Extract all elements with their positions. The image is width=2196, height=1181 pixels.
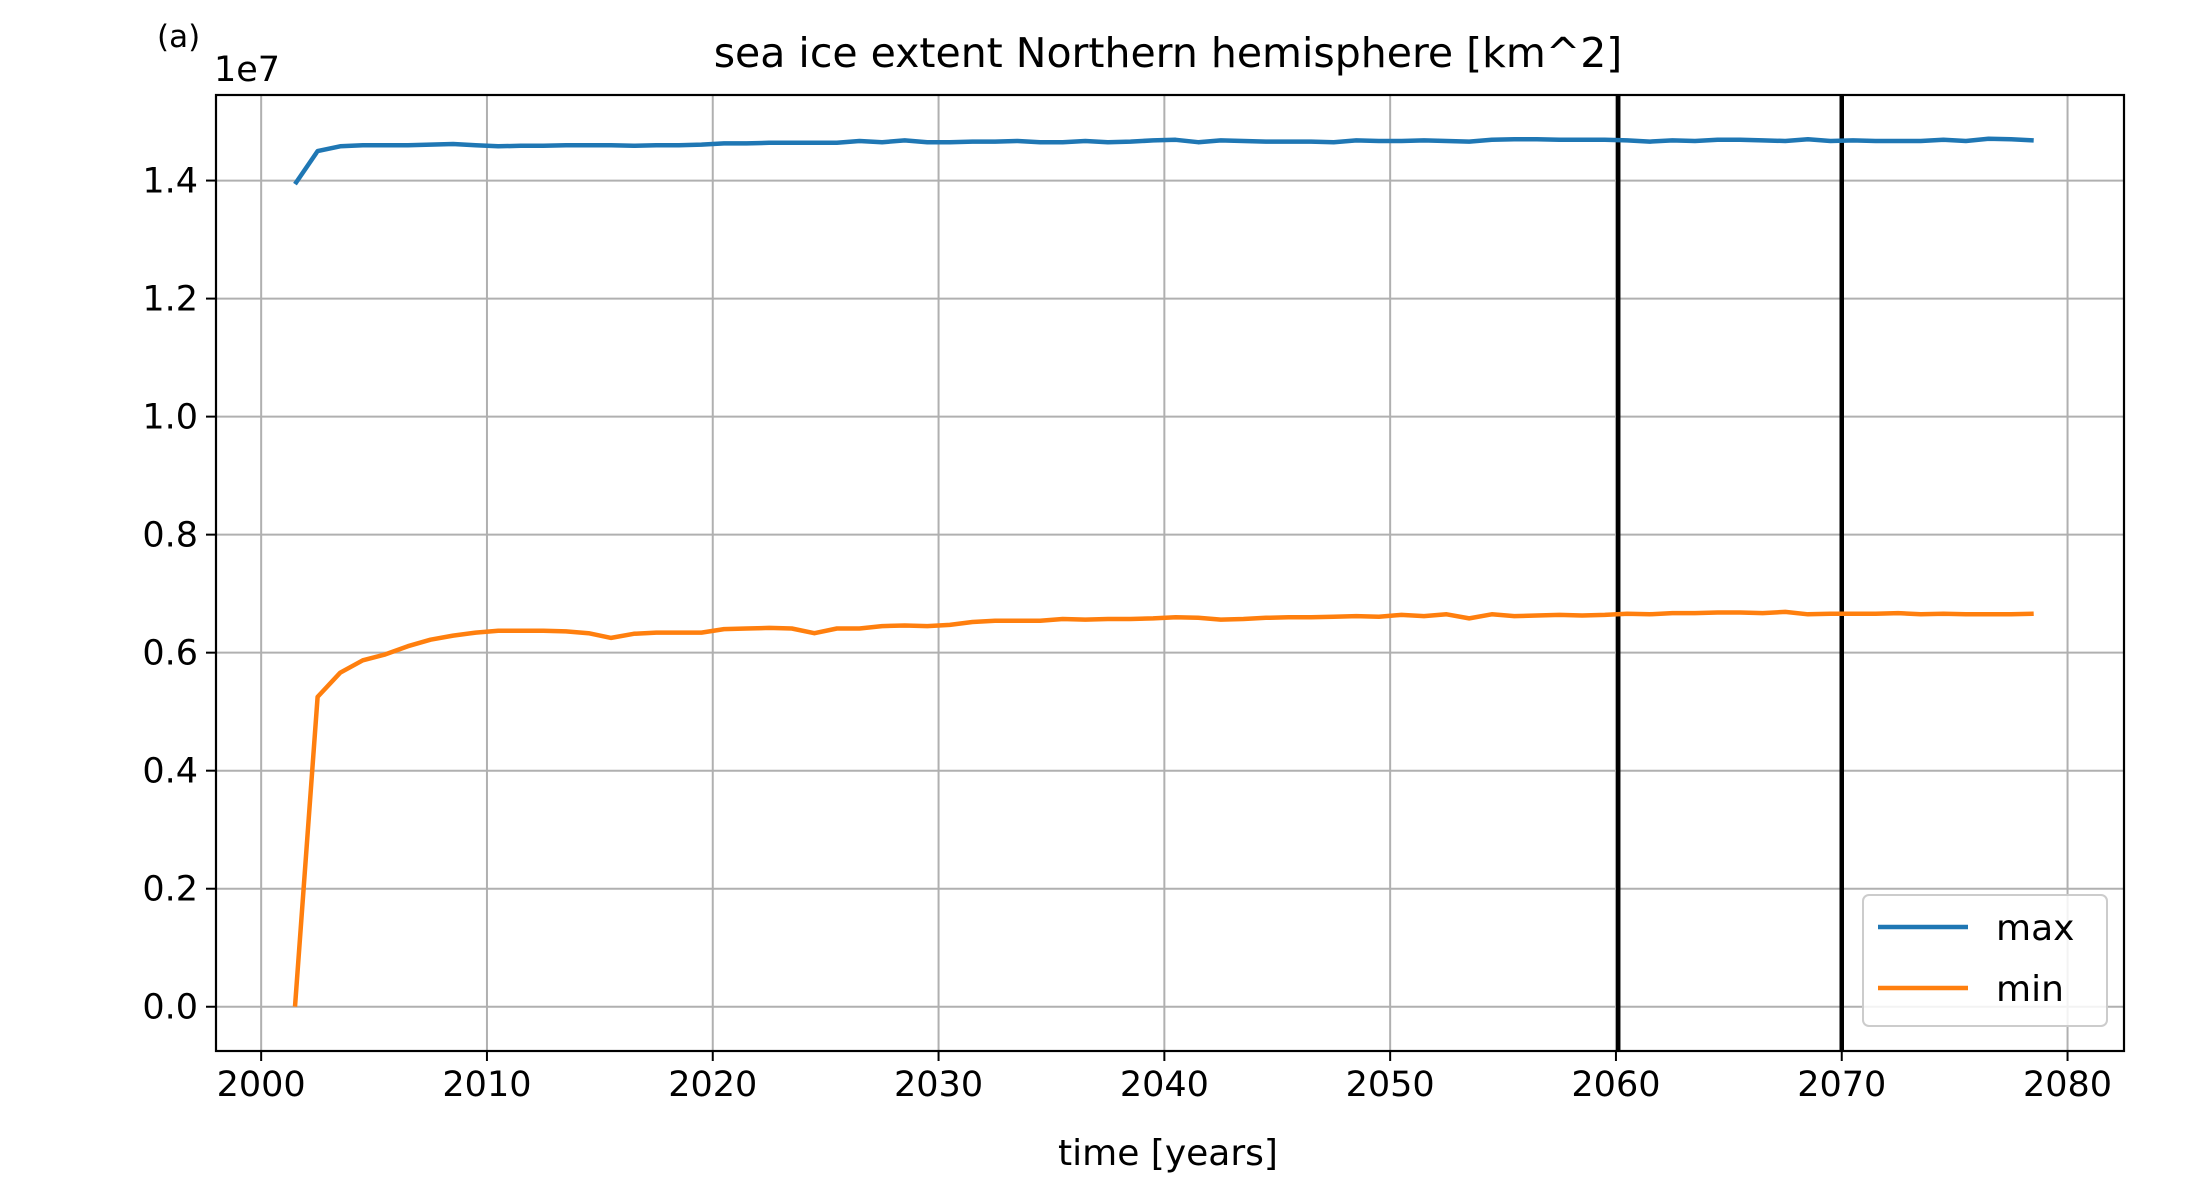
legend-label-min: min: [1996, 969, 2064, 1010]
y-tick-label: 1.4: [142, 162, 198, 202]
plot-frame: [214, 93, 2126, 1053]
x-tick-label: 2010: [442, 1065, 531, 1105]
x-tick-label: 2030: [894, 1065, 983, 1105]
x-tick-label: 2000: [217, 1065, 306, 1105]
x-tick-label: 2020: [668, 1065, 757, 1105]
legend-label-max: max: [1996, 908, 2074, 949]
y-tick-label: 0.6: [142, 634, 198, 674]
x-axis-label: time [years]: [1058, 1133, 1278, 1174]
series-line-min: [292, 609, 2034, 1007]
legend: max min: [1862, 894, 2108, 1027]
x-tick-label: 2040: [1120, 1065, 1209, 1105]
y-tick-label: 0.0: [142, 988, 198, 1028]
x-tick-label: 2070: [1797, 1065, 1886, 1105]
vertical-marker-lines: [1615, 95, 1845, 1051]
chart-title: sea ice extent Northern hemisphere [km^2…: [714, 29, 1623, 77]
x-tick-label: 2050: [1346, 1065, 1435, 1105]
panel-label: (a): [157, 19, 200, 55]
axis-tick-labels: 2000 2010 2020 2030 2040 2050 2060 2070 2080 0.0 0…: [142, 162, 2112, 1105]
series-lines: [292, 136, 2034, 1007]
y-tick-label: 0.2: [142, 870, 198, 910]
series-line-max: [293, 136, 2034, 186]
x-tick-label: 2060: [1571, 1065, 1660, 1105]
x-tick-label: 2080: [2023, 1065, 2112, 1105]
y-tick-label: 1.0: [142, 398, 198, 438]
axis-ticks: [206, 179, 2069, 1061]
y-tick-label: 1.2: [142, 280, 198, 320]
y-offset-label: 1e7: [214, 50, 280, 90]
y-tick-label: 0.8: [142, 516, 198, 556]
y-tick-label: 0.4: [142, 752, 198, 792]
